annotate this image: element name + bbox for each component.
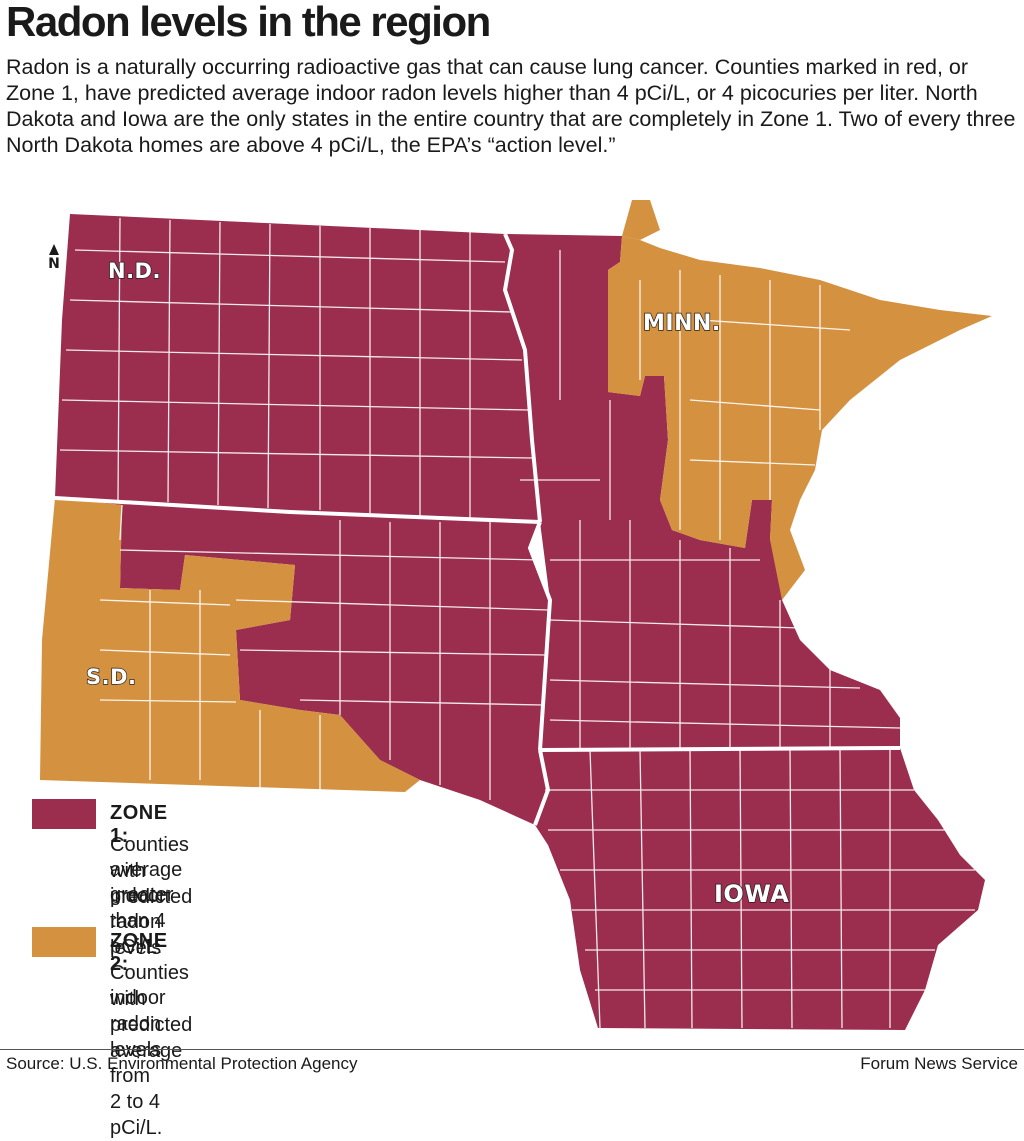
- page-title: Radon levels in the region: [6, 0, 491, 45]
- minnesota-zone2-main: [608, 236, 992, 600]
- nd-sd-border: [54, 496, 541, 524]
- radon-map: N.D. MINN. S.D. IOWA: [40, 200, 992, 1030]
- legend-text-zone1-line2: average indoor radon levels: [110, 859, 183, 959]
- zone1-regions: [55, 214, 985, 1030]
- state-label-iowa: IOWA: [714, 880, 789, 908]
- minnesota-zone1-west: [505, 234, 900, 750]
- state-label-nd: N.D.: [108, 259, 161, 283]
- county-lines: [59, 200, 975, 1029]
- legend-swatch-zone1: [32, 799, 96, 829]
- intro-text: Radon is a naturally occurring radioacti…: [6, 55, 1016, 157]
- legend-swatch-zone2: [32, 927, 96, 957]
- legend-heading-zone2: ZONE 2:: [110, 930, 168, 975]
- state-label-minn: MINN.: [643, 311, 721, 336]
- north-dakota-shape: [55, 214, 540, 522]
- minnesota-zone2: [622, 200, 660, 240]
- legend-text-zone1-line3: greater than 4 pCi/L.: [110, 884, 174, 958]
- legend-text-zone1-line1: Counties with predicted: [110, 834, 193, 908]
- legend-heading-zone1: ZONE 1:: [110, 802, 168, 847]
- iowa-shape: [535, 748, 985, 1030]
- nd-mn-border: [502, 233, 542, 523]
- mn-ia-border: [539, 746, 901, 752]
- south-dakota-zone1: [55, 498, 550, 825]
- legend-text-zone2-line1: Counties with predicted average: [110, 962, 193, 1062]
- north-arrow-icon: [49, 244, 59, 255]
- north-arrow: N: [44, 244, 64, 272]
- north-label: N: [48, 256, 60, 272]
- credit-text: Forum News Service: [860, 1054, 1018, 1073]
- source-text: Source: U.S. Environmental Protection Ag…: [6, 1054, 358, 1073]
- sd-mn-border: [527, 521, 553, 751]
- state-label-sd: S.D.: [86, 665, 137, 689]
- south-dakota-zone2-west: [40, 498, 420, 792]
- zone2-regions: [40, 200, 992, 792]
- footer-rule: [0, 1049, 1024, 1050]
